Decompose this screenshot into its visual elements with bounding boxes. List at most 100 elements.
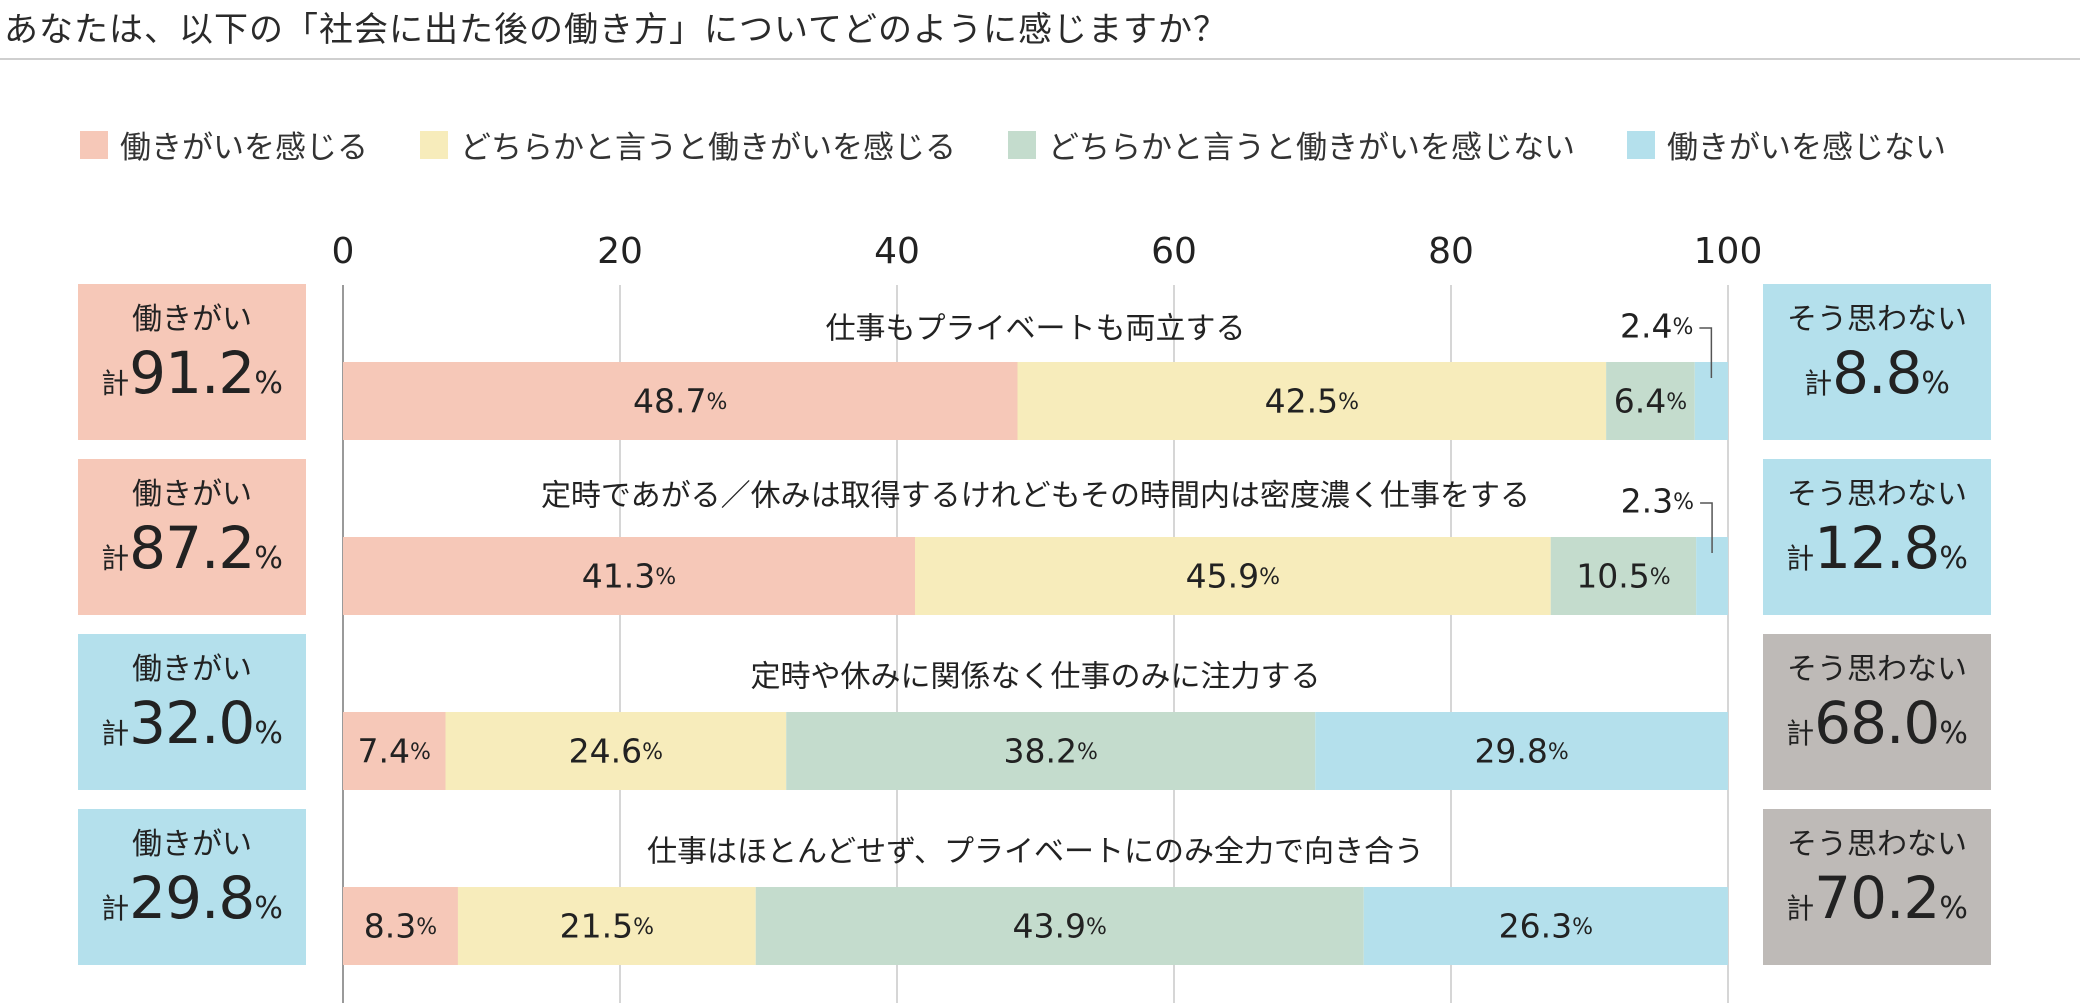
total-unit: % (254, 365, 283, 401)
legend-item: 働きがいを感じる (80, 122, 368, 167)
legend-item: どちらかと言うと働きがいを感じる (420, 122, 956, 167)
title-divider (0, 58, 2080, 60)
left-box-total: 計32.0% (101, 688, 283, 773)
total-value: 87.2 (129, 513, 255, 582)
total-unit: % (1939, 540, 1968, 576)
legend: 働きがいを感じる どちらかと言うと働きがいを感じる どちらかと言うと働きがいを感… (80, 122, 1998, 167)
category-label: 仕事はほとんどせず、プライベートにのみ全力で向き合う (647, 835, 1424, 870)
left-total-box: 働きがい 計32.0% (78, 634, 306, 790)
data-label-unit: % (1666, 390, 1687, 415)
left-box-label: 働きがい (132, 651, 252, 687)
total-value: 29.8 (129, 863, 255, 932)
right-box-total: 計70.2% (1786, 863, 1968, 948)
left-box-label: 働きがい (132, 301, 252, 337)
category-label: 仕事もプライベートも両立する (826, 312, 1246, 347)
bar-segment (755, 887, 1364, 965)
data-label: 38.2% (1004, 732, 1098, 771)
right-box-total: 計8.8% (1804, 338, 1950, 423)
left-box-label: 働きがい (132, 826, 252, 862)
data-label-unit: % (416, 915, 437, 940)
data-label: 7.4% (358, 732, 431, 771)
data-label: 2.3% (1621, 482, 1694, 521)
total-prefix: 計 (101, 716, 130, 750)
legend-label: 働きがいを感じない (1667, 130, 1946, 166)
data-label-unit: % (1077, 740, 1098, 765)
legend-label: 働きがいを感じる (120, 130, 368, 166)
right-total-box: そう思わない 計12.8% (1763, 459, 1991, 615)
total-prefix: 計 (1786, 541, 1815, 575)
right-box-label: そう思わない (1787, 651, 1967, 687)
total-unit: % (254, 540, 283, 576)
left-total-box: 働きがい 計91.2% (78, 284, 306, 440)
data-label-unit: % (1086, 915, 1107, 940)
total-value: 91.2 (129, 338, 255, 407)
bar-segment (1315, 712, 1728, 790)
right-total-box: そう思わない 計70.2% (1763, 809, 1991, 965)
bar-segment (457, 887, 756, 965)
total-value: 68.0 (1814, 688, 1940, 757)
data-label-unit: % (1548, 740, 1569, 765)
bar-segment (1606, 362, 1695, 440)
data-label-unit: % (410, 740, 431, 765)
left-total-box: 働きがい 計87.2% (78, 459, 306, 615)
callout-line (1700, 502, 1713, 553)
data-label-unit: % (633, 915, 654, 940)
data-label-unit: % (707, 390, 728, 415)
bar-segment (445, 712, 787, 790)
left-box-total: 計87.2% (101, 513, 283, 598)
total-value: 12.8 (1814, 513, 1940, 582)
right-box-label: そう思わない (1787, 826, 1967, 862)
x-tick-label: 40 (874, 231, 920, 272)
x-tick-label: 20 (597, 231, 643, 272)
left-box-label: 働きがい (132, 476, 252, 512)
left-total-box: 働きがい 計29.8% (78, 809, 306, 965)
total-value: 32.0 (129, 688, 255, 757)
x-tick-label: 100 (1694, 231, 1763, 272)
total-unit: % (254, 890, 283, 926)
total-unit: % (254, 715, 283, 751)
legend-label: どちらかと言うと働きがいを感じない (1048, 130, 1575, 166)
bar-segment (1550, 537, 1697, 615)
data-label-unit: % (1650, 565, 1671, 590)
data-label-unit: % (1672, 315, 1693, 340)
total-prefix: 計 (1786, 716, 1815, 750)
total-prefix: 計 (101, 366, 130, 400)
right-total-box: そう思わない 計68.0% (1763, 634, 1991, 790)
data-label-unit: % (1338, 390, 1359, 415)
total-prefix: 計 (101, 541, 130, 575)
x-tick-label: 0 (332, 231, 355, 272)
data-label-unit: % (1673, 490, 1694, 515)
x-tick-label: 80 (1428, 231, 1474, 272)
right-box-total: 計68.0% (1786, 688, 1968, 773)
bar-segment (343, 712, 446, 790)
legend-swatch (1627, 130, 1655, 159)
data-label-unit: % (642, 740, 663, 765)
total-unit: % (1939, 715, 1968, 751)
data-label: 48.7% (633, 382, 727, 421)
total-unit: % (1921, 365, 1950, 401)
bar-segment (786, 712, 1316, 790)
data-label: 2.4% (1620, 307, 1693, 346)
left-box-total: 計29.8% (101, 863, 283, 948)
right-box-total: 計12.8% (1786, 513, 1968, 598)
total-unit: % (1939, 890, 1968, 926)
bar-segment (343, 362, 1018, 440)
total-value: 8.8 (1832, 338, 1922, 407)
bar-segment (343, 537, 916, 615)
legend-swatch (1008, 130, 1036, 159)
data-label: 24.6% (569, 732, 663, 771)
data-label: 6.4% (1614, 382, 1687, 421)
total-value: 70.2 (1814, 863, 1940, 932)
legend-swatch (420, 130, 448, 159)
data-label-unit: % (1572, 915, 1593, 940)
bar-segment (343, 887, 458, 965)
category-label: 定時や休みに関係なく仕事のみに注力する (751, 660, 1321, 695)
chart-title: あなたは、以下の「社会に出た後の働き方」についてどのように感じますか？ (4, 10, 1228, 50)
legend-item: 働きがいを感じない (1627, 122, 1946, 167)
x-tick-label: 60 (1151, 231, 1197, 272)
bar-segment (915, 537, 1551, 615)
legend-item: どちらかと言うと働きがいを感じない (1008, 122, 1575, 167)
bar-segment (1363, 887, 1728, 965)
bar-segment (1017, 362, 1607, 440)
right-total-box: そう思わない 計8.8% (1763, 284, 1991, 440)
